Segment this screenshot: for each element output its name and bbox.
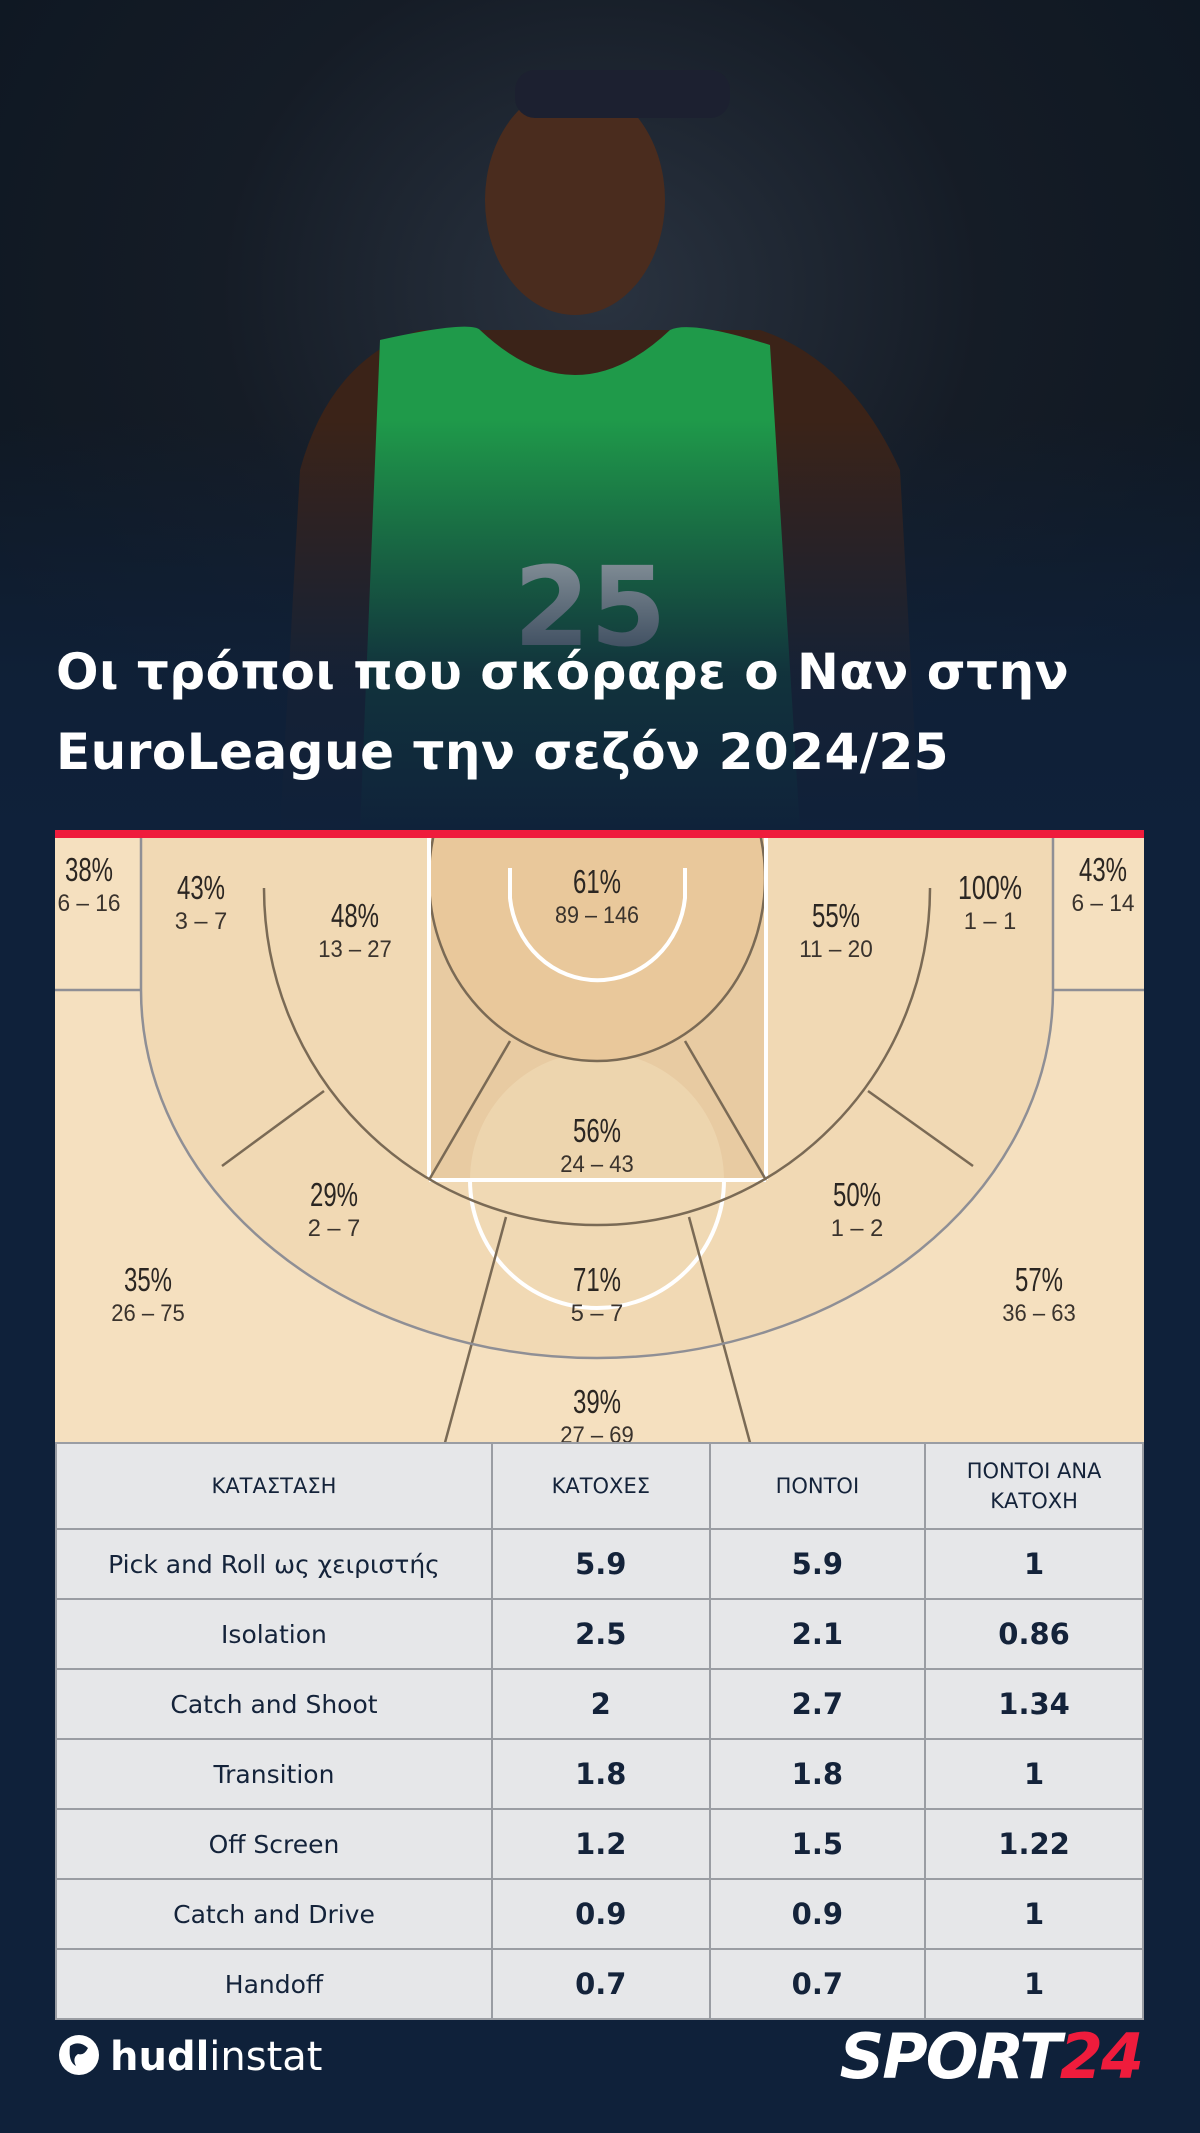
cell-possessions: 2 — [490, 1668, 711, 1740]
zone-pct: 100% — [958, 869, 1022, 906]
table-row: Transition 1.8 1.8 1 — [55, 1738, 1144, 1810]
header-possessions: ΚΑΤΟΧΕΣ — [490, 1442, 711, 1530]
zone-made-attempts: 26 – 75 — [111, 1300, 185, 1327]
cell-situation: Catch and Drive — [55, 1878, 493, 1950]
zone-right-elbow-mid: 50%1 – 2 — [831, 1176, 884, 1242]
cell-points: 1.5 — [708, 1808, 927, 1880]
cell-ppp: 1 — [924, 1528, 1144, 1600]
table-row: Off Screen 1.2 1.5 1.22 — [55, 1808, 1144, 1880]
zone-pct: 71% — [573, 1261, 621, 1298]
shot-chart: 38% 6 – 16 43% 3 – 7 48% 13 – 27 61% 89 – 146 55… — [55, 838, 1144, 1442]
cell-situation: Transition — [55, 1738, 493, 1810]
cell-ppp: 1 — [924, 1878, 1144, 1950]
zone-pct: 57% — [1015, 1261, 1063, 1298]
zone-made-attempts: 1 – 1 — [964, 908, 1017, 935]
zone-made-attempts: 13 – 27 — [318, 936, 392, 963]
zone-made-attempts: 24 – 43 — [560, 1151, 634, 1178]
table-row: Catch and Shoot 2 2.7 1.34 — [55, 1668, 1144, 1740]
zone-left-baseline-mid: 43%3 – 7 — [175, 869, 228, 935]
zone-made-attempts: 36 – 63 — [1002, 1300, 1076, 1327]
zone-made-attempts: 2 – 7 — [308, 1215, 361, 1242]
zone-right-corner-3: 43%6 – 14 — [1072, 851, 1135, 917]
zone-restricted-area: 61%89 – 146 — [555, 863, 639, 929]
header-points: ΠΟΝΤΟΙ — [708, 1442, 927, 1530]
zone-pct: 56% — [573, 1112, 621, 1149]
playtype-table: ΚΑΤΑΣΤΑΣΗ ΚΑΤΟΧΕΣ ΠΟΝΤΟΙ ΠΟΝΤΟΙ ΑΝΑ ΚΑΤΟ… — [55, 1442, 1144, 2020]
zone-pct: 29% — [310, 1176, 358, 1213]
cell-situation: Handoff — [55, 1948, 493, 2020]
zone-made-attempts: 27 – 69 — [560, 1422, 634, 1442]
zone-made-attempts: 3 – 7 — [175, 908, 228, 935]
zone-left-corner-3: 38%6 – 16 — [58, 851, 121, 917]
zone-right-short-mid: 55%11 – 20 — [799, 897, 873, 963]
zone-top-3: 39%27 – 69 — [560, 1383, 634, 1442]
zone-pct: 55% — [812, 897, 860, 934]
zone-made-attempts: 5 – 7 — [571, 1300, 624, 1327]
hero-photo: 25 — [0, 0, 1200, 840]
cell-situation: Isolation — [55, 1598, 493, 1670]
cell-possessions: 1.8 — [490, 1738, 711, 1810]
table-row: Isolation 2.5 2.1 0.86 — [55, 1598, 1144, 1670]
zone-pct: 43% — [177, 869, 225, 906]
cell-possessions: 1.2 — [490, 1808, 711, 1880]
table-row: Pick and Roll ως χειριστής 5.9 5.9 1 — [55, 1528, 1144, 1600]
table-row: Handoff 0.7 0.7 1 — [55, 1948, 1144, 2020]
zone-pct: 38% — [65, 851, 113, 888]
hudl-instat-logo: hudlinstat — [56, 2032, 322, 2082]
zone-made-attempts: 11 – 20 — [799, 936, 873, 963]
sport24-logo: SPORT24 — [839, 2020, 1144, 2093]
cell-ppp: 1.22 — [924, 1808, 1144, 1880]
cell-situation: Off Screen — [55, 1808, 493, 1880]
zone-made-attempts: 6 – 16 — [58, 890, 121, 917]
cell-possessions: 0.7 — [490, 1948, 711, 2020]
cell-points: 2.1 — [708, 1598, 927, 1670]
footer: hudlinstat SPORT24 — [0, 2020, 1200, 2100]
accent-bar — [55, 830, 1144, 838]
zone-pct: 61% — [573, 863, 621, 900]
cell-situation: Pick and Roll ως χειριστής — [55, 1528, 493, 1600]
zone-pct: 35% — [124, 1261, 172, 1298]
title-line-2: EuroLeague την σεζόν 2024/25 — [56, 723, 950, 781]
cell-points: 2.7 — [708, 1668, 927, 1740]
cell-ppp: 1.34 — [924, 1668, 1144, 1740]
zone-made-attempts: 1 – 2 — [831, 1215, 884, 1242]
cell-ppp: 0.86 — [924, 1598, 1144, 1670]
cell-possessions: 0.9 — [490, 1878, 711, 1950]
zone-pct: 39% — [573, 1383, 621, 1420]
zone-right-wing-3: 57%36 – 63 — [1002, 1261, 1076, 1327]
cell-situation: Catch and Shoot — [55, 1668, 493, 1740]
zone-left-elbow-mid: 29%2 – 7 — [308, 1176, 361, 1242]
table-header-row: ΚΑΤΑΣΤΑΣΗ ΚΑΤΟΧΕΣ ΠΟΝΤΟΙ ΠΟΝΤΟΙ ΑΝΑ ΚΑΤΟ… — [55, 1442, 1144, 1530]
cell-points: 1.8 — [708, 1738, 927, 1810]
title-line-1: Οι τρόποι που σκόραρε ο Ναν στην — [56, 643, 1070, 701]
cell-points: 0.9 — [708, 1878, 927, 1950]
cell-points: 0.7 — [708, 1948, 927, 2020]
cell-possessions: 2.5 — [490, 1598, 711, 1670]
zone-made-attempts: 89 – 146 — [555, 902, 639, 929]
cell-points: 5.9 — [708, 1528, 927, 1600]
zone-left-short-mid: 48%13 – 27 — [318, 897, 392, 963]
zone-pct: 50% — [833, 1176, 881, 1213]
zone-paint: 56%24 – 43 — [560, 1112, 634, 1178]
cell-ppp: 1 — [924, 1738, 1144, 1810]
zone-pct: 43% — [1079, 851, 1127, 888]
zone-pct: 48% — [331, 897, 379, 934]
header-ppp: ΠΟΝΤΟΙ ΑΝΑ ΚΑΤΟΧΗ — [924, 1442, 1144, 1530]
zone-top-mid: 71%5 – 7 — [571, 1261, 624, 1327]
zone-left-wing-3: 35%26 – 75 — [111, 1261, 185, 1327]
cell-possessions: 5.9 — [490, 1528, 711, 1600]
cell-ppp: 1 — [924, 1948, 1144, 2020]
zone-made-attempts: 6 – 14 — [1072, 890, 1135, 917]
zone-right-baseline-mid: 100%1 – 1 — [958, 869, 1022, 935]
page-title: Οι τρόποι που σκόραρε ο Ναν στην EuroLea… — [56, 632, 1156, 792]
hudl-globe-icon — [59, 2035, 99, 2075]
table-row: Catch and Drive 0.9 0.9 1 — [55, 1878, 1144, 1950]
header-situation: ΚΑΤΑΣΤΑΣΗ — [55, 1442, 493, 1530]
